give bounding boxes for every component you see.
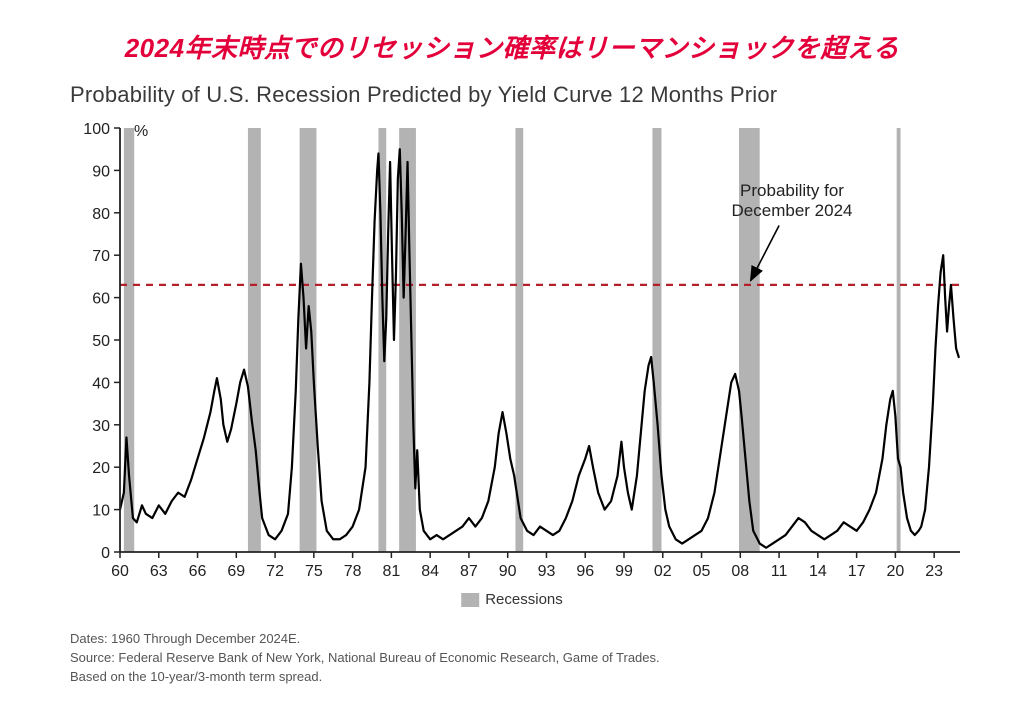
recession-bar [652, 128, 661, 552]
x-tick-label: 14 [809, 563, 827, 580]
recession-bar [300, 128, 317, 552]
y-tick-label: 60 [92, 291, 110, 308]
y-unit-label: % [134, 123, 148, 140]
y-tick-label: 90 [92, 163, 110, 180]
legend-label: Recessions [485, 591, 563, 608]
page: 2024年末時点でのリセッション確率はリーマンショックを超える Probabil… [0, 0, 1024, 712]
x-tick-label: 72 [266, 563, 284, 580]
x-tick-label: 23 [925, 563, 943, 580]
x-tick-label: 63 [150, 563, 168, 580]
y-tick-label: 0 [101, 545, 110, 562]
x-tick-label: 08 [731, 563, 749, 580]
headline: 2024年末時点でのリセッション確率はリーマンショックを超える [0, 28, 1024, 65]
x-tick-label: 05 [693, 563, 711, 580]
x-tick-label: 02 [654, 563, 672, 580]
chart-title: Probability of U.S. Recession Predicted … [70, 82, 777, 108]
chart-svg: 0 10 20 30 40 50 60 70 80 90 100% 60 63 66 69 72 75 78 81 8… [70, 118, 970, 588]
annotation-text: Probability for [740, 181, 844, 200]
x-tick-label: 78 [344, 563, 362, 580]
x-tick-label: 17 [848, 563, 866, 580]
y-tick-label: 30 [92, 418, 110, 435]
y-tick-label: 40 [92, 375, 110, 392]
x-tick-label: 75 [305, 563, 323, 580]
x-tick-label: 69 [227, 563, 245, 580]
y-tick-label: 100 [83, 121, 110, 138]
recession-bar [124, 128, 134, 552]
x-tick-label: 81 [382, 563, 400, 580]
y-tick-label: 10 [92, 503, 110, 520]
x-tick-label: 87 [460, 563, 478, 580]
recession-bar [897, 128, 901, 552]
legend-swatch [461, 593, 479, 607]
x-tick-label: 20 [886, 563, 904, 580]
footnote-line: Dates: 1960 Through December 2024E. [70, 630, 660, 649]
x-tick-label: 11 [771, 563, 788, 580]
annotation-text: December 2024 [732, 201, 853, 220]
x-tick-label: 66 [189, 563, 207, 580]
y-tick-label: 80 [92, 206, 110, 223]
footnotes: Dates: 1960 Through December 2024E.Sourc… [70, 630, 660, 687]
y-tick-label: 70 [92, 248, 110, 265]
footnote-line: Source: Federal Reserve Bank of New York… [70, 649, 660, 668]
footnote-line: Based on the 10-year/3-month term spread… [70, 668, 660, 687]
y-tick-label: 20 [92, 460, 110, 477]
x-tick-label: 84 [421, 563, 439, 580]
x-tick-label: 90 [499, 563, 517, 580]
x-tick-label: 99 [615, 563, 633, 580]
chart-area: 0 10 20 30 40 50 60 70 80 90 100% 60 63 66 69 72 75 78 81 8… [70, 118, 970, 588]
x-tick-label: 96 [576, 563, 594, 580]
y-tick-label: 50 [92, 333, 110, 350]
x-tick-label: 93 [538, 563, 556, 580]
x-tick-label: 60 [111, 563, 129, 580]
legend: Recessions [461, 591, 563, 608]
